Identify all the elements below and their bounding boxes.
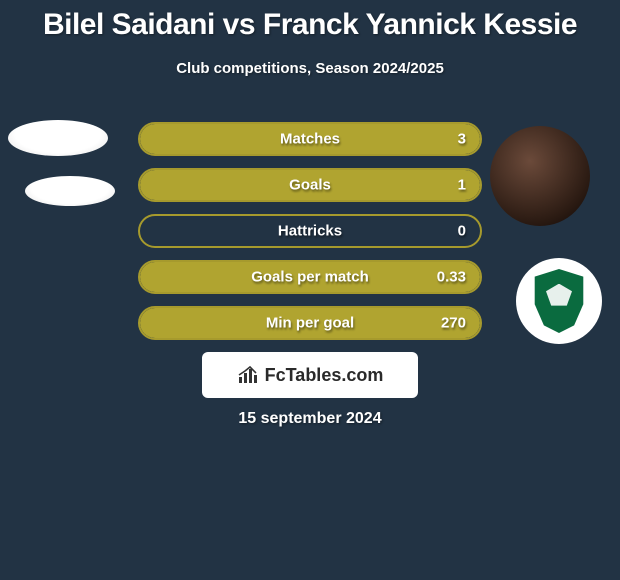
stat-row-goals-per-match: Goals per match 0.33 [138,260,482,294]
stat-label: Goals per match [251,269,369,286]
stat-label: Min per goal [266,315,354,332]
brand-attribution[interactable]: FcTables.com [202,352,418,398]
stat-label: Hattricks [278,223,342,240]
stats-container: Matches 3 Goals 1 Hattricks 0 Goals per … [138,122,482,352]
player-right-avatar [490,126,590,226]
stat-value: 270 [441,315,466,332]
stat-row-goals: Goals 1 [138,168,482,202]
stat-row-matches: Matches 3 [138,122,482,156]
stat-row-min-per-goal: Min per goal 270 [138,306,482,340]
brand-text: FcTables.com [265,365,384,386]
stat-value: 0.33 [437,269,466,286]
page-subtitle: Club competitions, Season 2024/2025 [0,60,620,77]
stat-value: 0 [458,223,466,240]
page-title: Bilel Saidani vs Franck Yannick Kessie [0,0,620,42]
team-left-logo [25,176,115,206]
shield-icon [532,269,586,333]
bar-chart-icon [237,365,261,385]
team-right-logo [516,258,602,344]
date-label: 15 september 2024 [0,410,620,428]
stat-row-hattricks: Hattricks 0 [138,214,482,248]
stat-value: 1 [458,177,466,194]
stat-label: Matches [280,131,340,148]
stat-label: Goals [289,177,331,194]
player-left-avatar [8,120,108,156]
stat-value: 3 [458,131,466,148]
